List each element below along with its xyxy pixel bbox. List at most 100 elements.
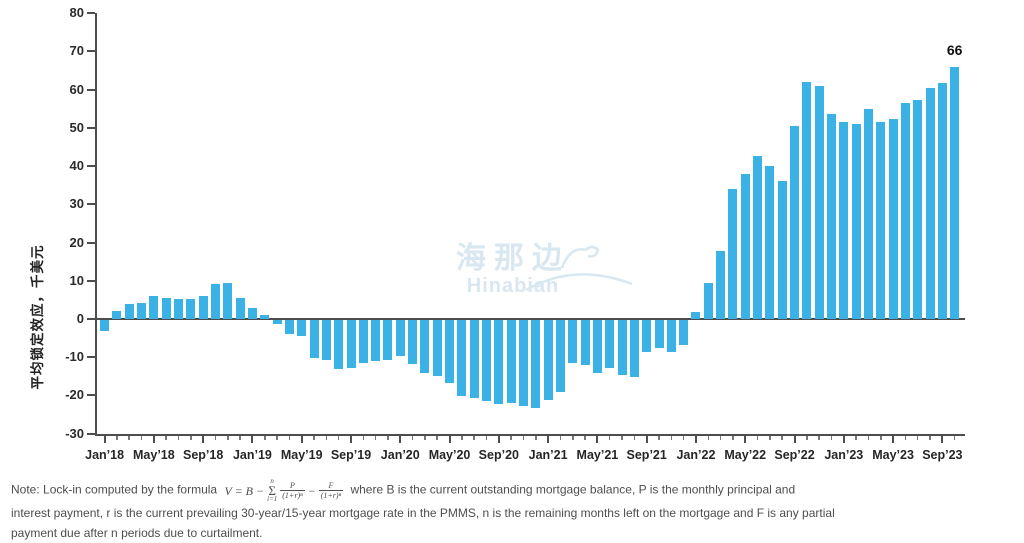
bar xyxy=(753,155,763,319)
y-tick-mark xyxy=(87,50,95,53)
seagull-watermark-icon xyxy=(525,245,633,292)
bar xyxy=(482,320,492,402)
x-tick-major xyxy=(842,436,845,443)
bar xyxy=(420,320,430,374)
x-tick-minor xyxy=(387,436,389,440)
x-tick-minor xyxy=(485,436,488,440)
x-tick-label: Sep’19 xyxy=(330,448,372,462)
bar xyxy=(592,320,602,374)
y-tick-mark xyxy=(87,241,95,244)
note-line1-post: where B is the current outstanding mortg… xyxy=(350,482,796,497)
x-tick-label: May’19 xyxy=(280,448,323,462)
bar xyxy=(334,320,344,369)
x-tick-minor xyxy=(473,436,475,440)
y-tick-mark xyxy=(87,165,95,168)
watermark-en-text: Hinabian xyxy=(466,275,560,297)
y-tick-label: 80 xyxy=(69,5,84,21)
bar xyxy=(531,320,541,409)
bar xyxy=(358,320,368,363)
bar xyxy=(691,312,701,319)
x-tick-minor xyxy=(362,436,365,440)
x-tick-label: May’18 xyxy=(133,448,175,462)
formula-fraction-2: F (1+r)ⁿ xyxy=(318,480,344,500)
x-tick-major xyxy=(892,436,895,443)
zero-baseline xyxy=(95,318,965,320)
x-tick-minor xyxy=(288,436,291,440)
bar xyxy=(161,297,171,319)
x-tick-label: May’21 xyxy=(576,448,619,462)
x-tick-label: Sep’22 xyxy=(774,448,815,462)
x-tick-minor xyxy=(781,436,783,440)
x-tick-minor xyxy=(756,436,759,440)
x-tick-minor xyxy=(830,436,833,440)
x-tick-major xyxy=(251,436,254,443)
bar xyxy=(605,320,615,368)
y-tick-label: 60 xyxy=(69,81,84,97)
x-tick-major xyxy=(399,436,402,443)
formula-sigma: n Σ i=1 xyxy=(267,477,278,503)
bar xyxy=(174,299,184,319)
bar xyxy=(235,297,245,319)
y-tick-mark xyxy=(87,394,95,397)
watermark-cn-text: 海那边 xyxy=(456,242,570,275)
note-line-3: payment due after n periods due to curta… xyxy=(11,526,263,540)
x-tick-minor xyxy=(806,436,808,440)
y-tick-label: 30 xyxy=(69,196,84,212)
bar xyxy=(260,315,270,319)
watermark: 海那边 Hinabian xyxy=(428,242,598,298)
x-tick-label: Jan’19 xyxy=(232,448,272,462)
last-bar-value-label: 66 xyxy=(946,42,963,58)
x-tick-minor xyxy=(522,436,525,440)
x-tick-minor xyxy=(177,436,180,440)
y-tick-mark xyxy=(87,88,95,91)
bar xyxy=(445,320,455,384)
y-tick-label: 10 xyxy=(69,272,84,288)
x-tick-minor xyxy=(214,436,217,440)
x-tick-label: Jan’20 xyxy=(380,448,420,462)
x-tick-major xyxy=(694,436,697,443)
bar xyxy=(371,320,381,361)
note-line-1: Note: Lock-in computed by the formula V … xyxy=(11,478,1011,503)
bar xyxy=(284,320,294,335)
lock-in-formula: V = B − n Σ i=1 P (1+r)ⁿ − F (1+r)ⁿ xyxy=(224,477,344,503)
x-axis-line xyxy=(95,434,965,436)
bar xyxy=(839,122,849,319)
y-tick-mark xyxy=(87,12,95,15)
x-tick-minor xyxy=(670,436,673,440)
bar xyxy=(346,320,356,368)
x-tick-minor xyxy=(227,436,229,440)
x-tick-minor xyxy=(929,436,931,440)
x-tick-minor xyxy=(374,436,377,440)
bar xyxy=(100,320,110,332)
x-tick-major xyxy=(202,436,205,443)
bar xyxy=(137,302,147,319)
y-tick-label: 0 xyxy=(76,311,84,326)
x-tick-minor xyxy=(190,436,192,440)
note-line-2: interest payment, r is the current preva… xyxy=(11,506,835,520)
bar xyxy=(925,88,935,319)
bar xyxy=(469,320,479,398)
y-tick-mark xyxy=(87,279,95,282)
note-text: Note: Lock-in computed by the formula V … xyxy=(11,478,1011,543)
bar xyxy=(876,121,886,319)
x-tick-minor xyxy=(411,436,414,440)
bar xyxy=(408,320,418,364)
bar xyxy=(679,320,689,346)
x-tick-major xyxy=(793,436,796,443)
bar xyxy=(309,320,319,358)
bar xyxy=(642,320,652,352)
bar xyxy=(654,320,664,348)
x-tick-label: Jan’23 xyxy=(824,448,864,462)
bar xyxy=(149,296,159,319)
y-tick-mark xyxy=(87,356,95,359)
bar xyxy=(629,320,639,378)
x-tick-minor xyxy=(953,436,956,440)
x-tick-minor xyxy=(719,436,722,440)
x-tick-minor xyxy=(769,436,771,440)
bar xyxy=(777,180,787,319)
bar xyxy=(580,320,590,365)
bar xyxy=(765,165,775,319)
bar xyxy=(543,320,553,400)
x-tick-minor xyxy=(325,436,328,440)
bar xyxy=(321,320,331,361)
